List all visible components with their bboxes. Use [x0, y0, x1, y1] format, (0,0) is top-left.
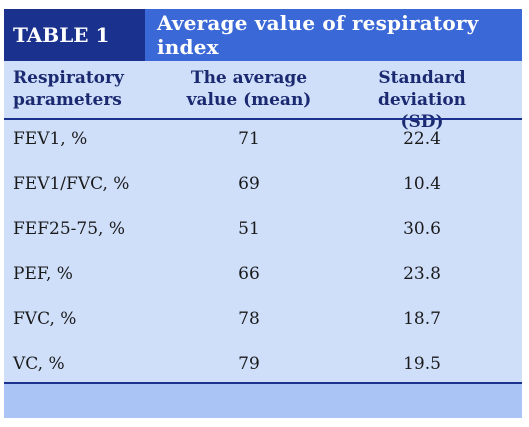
- table-row: FEV1/FVC, % 69 10.4: [4, 167, 522, 203]
- header-sd-line1: Standard deviation: [377, 68, 467, 110]
- cell-sd: 10.4: [403, 174, 441, 194]
- header-mean-line2: value (mean): [186, 90, 312, 110]
- table-title-bar: TABLE 1 Average value of respiratory ind…: [4, 9, 522, 61]
- table-bottom-divider: [4, 382, 522, 384]
- cell-parameter: FEV1/FVC, %: [13, 174, 130, 194]
- cell-mean: 78: [238, 309, 260, 329]
- cell-mean: 69: [238, 174, 260, 194]
- cell-mean: 66: [238, 264, 260, 284]
- table-row: PEF, % 66 23.8: [4, 257, 522, 293]
- cell-sd: 19.5: [403, 354, 441, 374]
- header-average-value: The average value (mean): [184, 67, 314, 111]
- cell-parameter: FVC, %: [13, 309, 77, 329]
- cell-sd: 23.8: [403, 264, 441, 284]
- header-respiratory-parameters: Respiratory parameters: [13, 67, 163, 111]
- cell-mean: 79: [238, 354, 260, 374]
- cell-sd: 22.4: [403, 129, 441, 149]
- header-param-line2: parameters: [13, 90, 122, 110]
- table-header-row: Respiratory parameters The average value…: [4, 64, 522, 132]
- table-row: FEV1, % 71 22.4: [4, 122, 522, 158]
- header-sd-line2: (SD): [400, 112, 444, 132]
- cell-parameter: VC, %: [13, 354, 65, 374]
- cell-parameter: FEF25-75, %: [13, 219, 125, 239]
- cell-parameter: PEF, %: [13, 264, 73, 284]
- table-footer-band: [4, 384, 522, 418]
- header-mean-line1: The average: [190, 68, 308, 88]
- header-param-line1: Respiratory: [13, 68, 124, 88]
- cell-mean: 71: [238, 129, 260, 149]
- cell-mean: 51: [238, 219, 260, 239]
- header-standard-deviation: Standard deviation (SD): [332, 67, 512, 133]
- table-container: TABLE 1 Average value of respiratory ind…: [4, 9, 522, 418]
- table-row: FVC, % 78 18.7: [4, 302, 522, 338]
- table-row: VC, % 79 19.5: [4, 347, 522, 383]
- cell-parameter: FEV1, %: [13, 129, 88, 149]
- table-title: Average value of respiratory index: [145, 9, 522, 61]
- cell-sd: 18.7: [403, 309, 441, 329]
- cell-sd: 30.6: [403, 219, 441, 239]
- table-label: TABLE 1: [4, 9, 145, 61]
- table-row: FEF25-75, % 51 30.6: [4, 212, 522, 248]
- header-divider: [4, 118, 522, 120]
